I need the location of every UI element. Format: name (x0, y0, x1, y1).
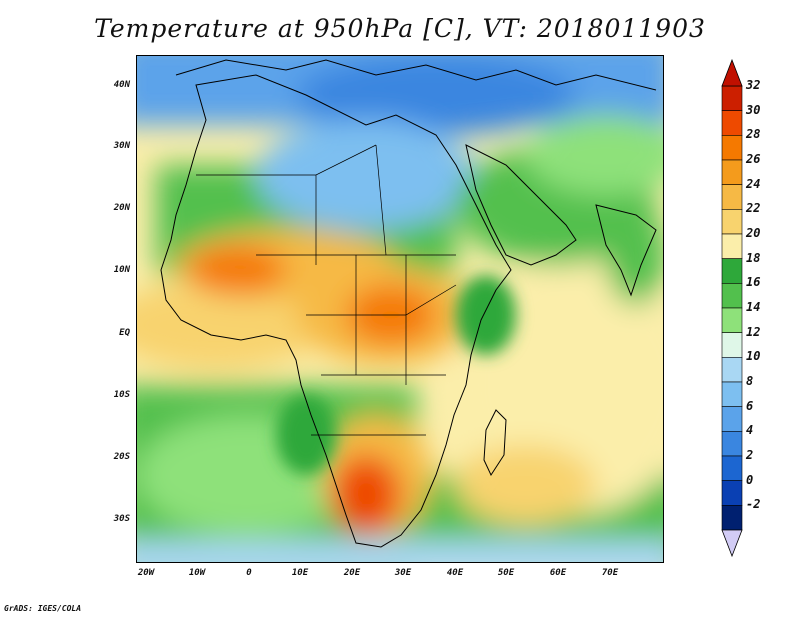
colorbar-swatch (721, 258, 743, 284)
grads-credit: GrADS: IGES/COLA (4, 604, 82, 613)
far-south-light (136, 540, 664, 563)
temperature-map (136, 55, 664, 563)
colorbar-label: 28 (746, 127, 761, 142)
india-coastline (595, 204, 657, 297)
lon-label: 70E (601, 568, 619, 578)
colorbar-label: 24 (746, 176, 761, 191)
colorbar-swatch (721, 357, 743, 383)
lat-label: 30S (113, 514, 130, 524)
arabia-coastline (465, 144, 577, 266)
colorbar-arrow-bottom (721, 529, 743, 558)
colorbar-label: 4 (746, 423, 754, 438)
lon-label: 10W (188, 568, 206, 578)
colorbar-swatch (721, 431, 743, 457)
lat-label: 30N (113, 141, 130, 151)
colorbar-label: 6 (746, 398, 754, 413)
country-borders (196, 144, 457, 436)
colorbar-label: 18 (746, 250, 761, 265)
colorbar-swatch (721, 455, 743, 481)
colorbar-swatch (721, 85, 743, 111)
colorbar-label: 20 (746, 226, 761, 240)
mediterranean-cold (296, 55, 576, 135)
lon-label: 10E (291, 568, 309, 578)
sahara-light-blue (256, 120, 476, 230)
west-africa-hot (186, 245, 286, 295)
colorbar-label: 32 (746, 78, 761, 92)
colorbar-swatch (721, 332, 743, 358)
colorbar-label: -2 (746, 497, 761, 512)
lon-label: 50E (497, 568, 515, 578)
colorbar-swatch (721, 505, 743, 531)
lat-label: 10S (113, 390, 130, 400)
colorbar-swatch (721, 233, 743, 259)
africa-coastline (160, 74, 512, 548)
europe-coastline (175, 59, 657, 91)
angola-green (276, 395, 336, 475)
colorbar-label: 8 (746, 374, 754, 388)
colorbar-swatch (721, 283, 743, 309)
lat-label: 20S (113, 452, 130, 462)
lon-label: 40E (446, 568, 464, 578)
madagascar-channel (456, 445, 596, 525)
colorbar-label: 12 (746, 324, 761, 339)
gulf-guinea-warm (136, 280, 326, 370)
colorbar-swatch (721, 110, 743, 136)
lon-label: 20E (343, 568, 361, 578)
colorbar-swatch (721, 135, 743, 161)
colorbar-label: 10 (746, 349, 761, 364)
india-green (606, 205, 664, 305)
colorbar-swatch (721, 307, 743, 333)
colorbar-swatch (721, 381, 743, 407)
lat-label: 40N (113, 80, 130, 90)
lon-label: 30E (394, 568, 412, 578)
colorbar-label: 14 (746, 300, 761, 314)
iran-light (526, 115, 664, 195)
colorbar-arrow-top (721, 58, 743, 87)
colorbar-swatch (721, 159, 743, 185)
colorbar-swatch (721, 209, 743, 235)
lat-label: EQ (119, 328, 130, 338)
madagascar-outline (483, 409, 507, 477)
colorbar-label: 22 (746, 201, 761, 216)
colorbar-swatch (721, 480, 743, 506)
map-title: Temperature at 950hPa [C], VT: 201801190… (94, 14, 706, 43)
lon-label: 20W (137, 568, 155, 578)
colorbar-label: 30 (746, 102, 761, 117)
colorbar-swatch (721, 406, 743, 432)
lon-label: 60E (549, 568, 567, 578)
lon-label: 0 (246, 568, 252, 578)
horn-green (456, 275, 516, 355)
colorbar-label: 16 (746, 275, 761, 290)
kalahari-hot (331, 455, 401, 535)
colorbar-label: 0 (746, 472, 754, 487)
map-canvas (136, 55, 664, 563)
colorbar-label: 2 (746, 448, 754, 462)
colorbar (721, 58, 743, 558)
colorbar-swatch (721, 184, 743, 210)
lat-label: 10N (113, 265, 130, 275)
colorbar-label: 26 (746, 152, 761, 166)
lat-label: 20N (113, 203, 130, 213)
